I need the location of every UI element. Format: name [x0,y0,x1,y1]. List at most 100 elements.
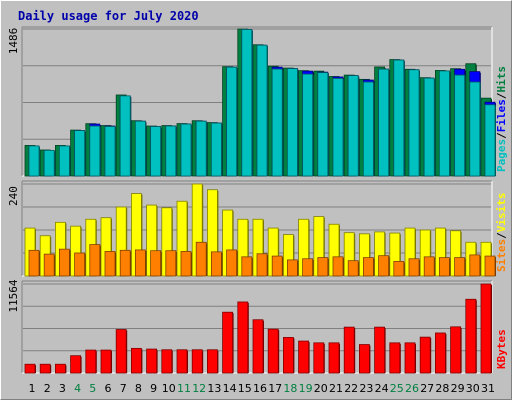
x-tick-label: 8 [135,382,142,395]
bar-sites-day-9 [150,250,162,277]
bar-sites-day-11 [180,251,192,277]
bar-pages-day-11 [180,123,192,177]
bar-sites-day-10 [165,250,177,277]
bar-sites-day-16 [256,253,268,277]
bar-kbytes-day-10 [161,349,173,374]
legend-entry: Visits [495,193,508,233]
bar-pages-day-17 [271,68,283,177]
bar-kbytes-day-5 [85,349,97,374]
bar-kbytes-day-12 [191,349,203,374]
bar-kbytes-day-27 [419,336,431,374]
bar-pages-day-13 [210,122,222,177]
y-max-label: 11564 [7,279,20,312]
bar-sites-day-4 [74,252,85,277]
x-tick-label: 9 [150,382,157,395]
side-legend-top: Pages/Files/Hits [495,66,508,172]
bar-sites-day-18 [286,259,298,277]
x-tick-label: 19 [299,382,313,395]
bar-kbytes-day-22 [343,326,355,374]
legend-entry: Files [495,99,508,132]
bar-pages-day-6 [104,126,116,177]
x-tick-label: 5 [89,382,96,395]
bar-pages-day-10 [165,125,177,177]
bar-pages-day-5 [89,125,101,177]
bar-sites-day-29 [454,257,466,277]
x-tick-label: 10 [162,382,176,395]
bar-kbytes-day-9 [146,348,158,374]
legend-entry: Hits [495,66,508,93]
bar-pages-day-8 [134,120,146,177]
bar-kbytes-day-20 [313,342,325,374]
bar-pages-day-31 [484,104,496,177]
x-tick-label: 13 [207,382,221,395]
bar-pages-day-12 [195,120,207,177]
bar-pages-day-21 [332,78,344,177]
bar-kbytes-day-25 [389,342,401,374]
bar-sites-day-17 [271,255,283,277]
legend-entry: Pages [495,139,508,172]
x-tick-label: 4 [74,382,81,395]
bar-pages-day-26 [408,69,420,177]
bar-sites-day-23 [362,257,374,277]
bar-kbytes-day-1 [24,363,36,374]
x-tick-label: 20 [314,382,328,395]
x-tick-label: 30 [466,382,480,395]
bar-pages-day-9 [150,126,162,177]
bar-sites-day-3 [59,248,70,277]
bar-kbytes-day-24 [374,326,386,374]
bar-kbytes-day-3 [55,363,66,374]
bar-pages-day-14 [226,66,238,177]
panel-middle: 240 Sites/Visits [7,180,508,277]
x-tick-label: 3 [59,382,66,395]
bar-kbytes-day-30 [465,298,477,374]
bar-pages-day-2 [43,149,55,177]
bar-kbytes-day-29 [450,326,462,374]
panel-bottom: 11564 KBytes [7,279,508,374]
x-tick-label: 25 [390,382,404,395]
bar-sites-day-28 [438,257,450,277]
bar-pages-day-29 [454,74,466,177]
bar-kbytes-day-8 [130,347,142,374]
bar-pages-day-19 [302,73,314,177]
bar-kbytes-day-14 [222,311,234,374]
bar-sites-day-6 [104,251,116,277]
bar-pages-day-20 [317,72,329,177]
bar-pages-day-30 [469,81,481,177]
x-tick-label: 23 [359,382,373,395]
bar-pages-day-22 [347,75,359,177]
bar-pages-day-18 [286,68,298,177]
x-tick-label: 11 [177,382,191,395]
bar-sites-day-21 [332,256,344,277]
bar-kbytes-day-7 [115,329,127,374]
x-tick-label: 28 [435,382,449,395]
x-tick-label: 16 [253,382,267,395]
legend-entry: / [495,232,508,239]
bar-sites-day-25 [393,261,405,277]
bar-sites-day-30 [469,254,481,277]
bar-pages-day-25 [393,59,405,177]
bar-kbytes-day-17 [267,328,279,374]
x-tick-label: 1 [29,382,36,395]
bar-kbytes-day-31 [480,283,492,374]
bar-sites-day-20 [317,257,329,277]
legend-entry: KBytes [495,329,508,369]
bar-sites-day-7 [119,249,131,277]
bar-pages-day-1 [28,145,40,177]
bar-pages-day-24 [378,68,390,177]
bar-sites-day-8 [134,249,146,277]
bar-sites-day-27 [423,256,435,277]
side-legend-middle: Sites/Visits [495,193,508,273]
x-tick-label: 2 [44,382,51,395]
x-tick-label: 18 [283,382,297,395]
bar-kbytes-day-2 [39,363,51,374]
bar-pages-day-23 [362,81,374,177]
x-tick-label: 31 [481,382,495,395]
bar-sites-day-24 [378,255,390,277]
x-tick-label: 15 [238,382,252,395]
bar-kbytes-day-11 [176,349,188,374]
legend-entry: / [495,132,508,139]
bar-sites-day-2 [43,253,55,277]
bar-pages-day-3 [59,145,70,177]
x-tick-label: 14 [223,382,237,395]
